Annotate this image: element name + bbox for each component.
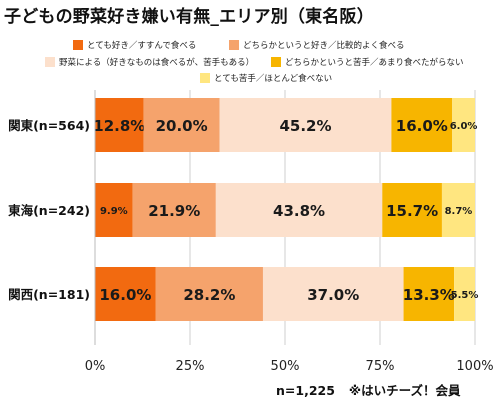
data-label: 28.2% [183,286,235,304]
legend-swatch [73,40,83,50]
data-label: 16.0% [396,117,448,135]
category-label: 東海(n=242) [8,203,90,218]
legend-swatch [271,57,281,67]
legend-item-1: どちらかというと好き／比較的よく食べる [229,39,405,51]
bar-segment [95,98,144,152]
legend-label: 野菜による（好きなものは食べるが、苦手もある） [59,58,255,68]
bar-segment [215,183,383,237]
bar-segment [95,183,133,237]
bar-segment [132,183,216,237]
data-label: 20.0% [156,117,208,135]
category-label: 関西(n=181) [8,287,90,302]
bar-segment [143,98,220,152]
bar-segment [155,267,263,321]
data-label: 45.2% [279,117,331,135]
chart-title: 子どもの野菜好き嫌い有無_エリア別（東名阪） [4,7,374,27]
data-label: 15.7% [386,202,438,220]
data-label: 12.8% [93,117,145,135]
legend-label: とても好き／すすんで食べる [87,41,197,51]
bar-segment [454,267,475,321]
bar-segment [403,267,455,321]
legend-item-0: とても好き／すすんで食べる [73,39,196,51]
bar-segment [262,267,404,321]
source-note: ※はいチーズ！会員 [348,383,461,398]
x-tick-label: 75% [366,359,395,374]
bar-segment [219,98,392,152]
chart-footer: n=1,225 ※はいチーズ！会員 [276,380,460,399]
data-label: 16.0% [99,286,151,304]
x-tick-label: 25% [176,359,205,374]
bar-segment [382,183,442,237]
data-label: 37.0% [307,286,359,304]
x-tick-label: 50% [271,359,300,374]
chart-legend: とても好き／すすんで食べる どちらかというと好き／比較的よく食べる 野菜による（… [0,0,501,100]
data-label: 6.0% [450,121,478,132]
legend-swatch [45,57,55,67]
legend-swatch [229,40,239,50]
sample-size: n=1,225 [276,383,335,398]
legend-swatch [200,73,210,83]
x-tick-label: 0% [85,359,106,374]
legend-item-2: 野菜による（好きなものは食べるが、苦手もある） [45,56,254,68]
bar-segment [95,267,156,321]
bar-segment [452,98,475,152]
category-label: 関東(n=564) [8,118,90,133]
data-label: 5.5% [451,290,479,301]
legend-label: どちらかというと好き／比較的よく食べる [243,41,405,51]
data-label: 21.9% [148,202,200,220]
legend-item-4: とても苦手／ほとんど食べない [200,72,332,84]
data-label: 8.7% [445,206,473,217]
legend-item-3: どちらかというと苦手／あまり食べたがらない [271,56,464,68]
x-tick-label: 100% [456,359,493,374]
bar-segment [441,183,475,237]
data-label: 43.8% [273,202,325,220]
legend-label: どちらかというと苦手／あまり食べたがらない [285,58,464,68]
bar-segment [391,98,453,152]
legend-label: とても苦手／ほとんど食べない [214,74,333,84]
data-label: 9.9% [100,206,128,217]
data-label: 13.3% [403,286,455,304]
